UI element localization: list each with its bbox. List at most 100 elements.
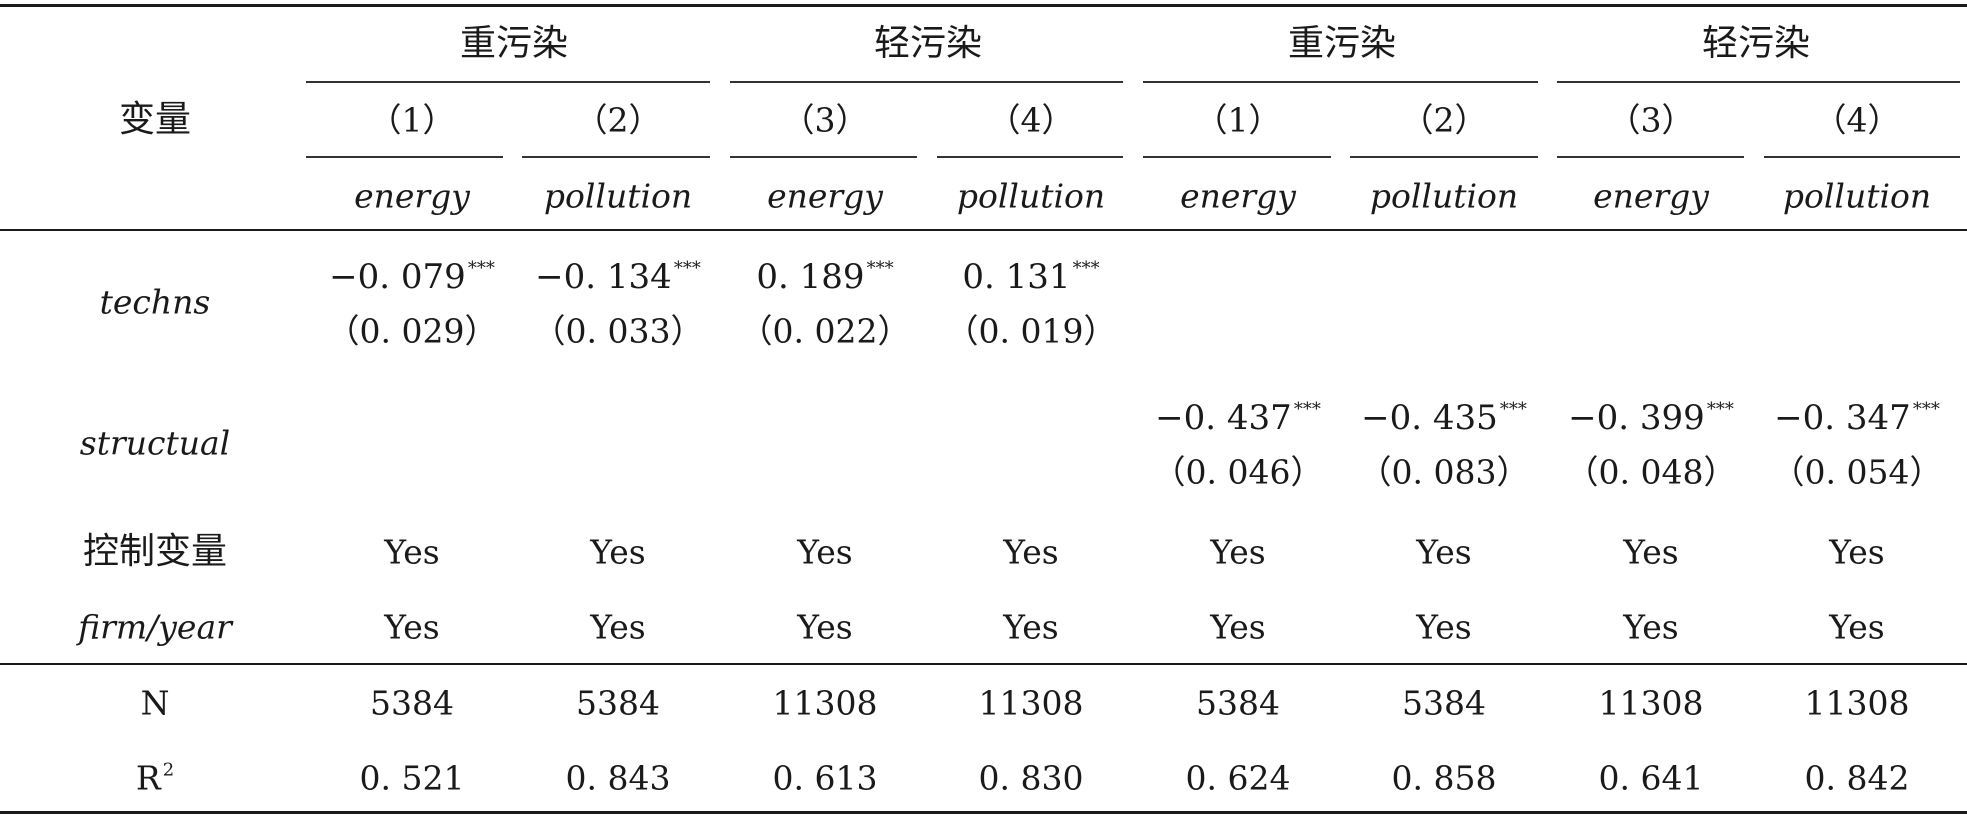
fixed-effects-cell: Yes [384,607,440,647]
column-underline [1350,156,1538,158]
column-underline [306,156,503,158]
row-label-structual: structual [79,423,231,463]
controls-cell: Yes [1003,532,1059,572]
group-header: 轻污染 [1701,23,1811,64]
r-squared-cell: 0. 641 [1598,758,1704,798]
controls-cell: Yes [1623,532,1679,572]
techns-coef-cell: −0. 134 *** [535,257,701,298]
column-underline [1557,156,1744,158]
group-underline [1143,81,1538,83]
dependent-variable: pollution [956,176,1106,216]
fixed-effects-cell: Yes [1829,607,1885,647]
n-cell: 5384 [576,683,660,723]
significance-stars: *** [673,257,701,279]
structual-coef-cell: −0. 437 *** [1155,398,1321,439]
structual-coef-cell: −0. 399 *** [1568,398,1734,439]
fixed-effects-cell: Yes [797,607,853,647]
dependent-variable: energy [354,176,470,216]
significance-stars: *** [1293,398,1321,420]
controls-cell: Yes [590,532,646,572]
header-bottom-rule [0,229,1967,231]
r-squared-cell: 0. 624 [1185,758,1291,798]
coef-value: −0. 435 [1361,398,1498,439]
coef-value: 0. 189 [756,257,865,298]
variable-header: 变量 [118,99,192,140]
dependent-variable: pollution [1782,176,1932,216]
fixed-effects-cell: Yes [590,607,646,647]
group-header: 重污染 [459,23,569,64]
column-number: （3） [781,100,869,140]
dependent-variable: energy [1593,176,1709,216]
r-squared-cell: 0. 842 [1804,758,1910,798]
techns-coef-cell: −0. 079 *** [329,257,495,298]
techns-se-cell: （0. 019） [945,311,1117,351]
column-number: （4） [1813,100,1901,140]
n-cell: 5384 [1402,683,1486,723]
r-squared-cell: 0. 613 [772,758,878,798]
column-number: （2） [574,100,662,140]
significance-stars: *** [866,257,894,279]
column-number: （3） [1607,100,1695,140]
r-squared-cell: 0. 843 [565,758,671,798]
column-number: （1） [368,100,456,140]
dependent-variable: pollution [543,176,693,216]
column-underline [1764,156,1960,158]
structual-se-cell: （0. 046） [1152,452,1324,492]
coef-value: −0. 079 [329,257,466,298]
fixed-effects-cell: Yes [1210,607,1266,647]
group-header: 轻污染 [873,23,983,64]
n-cell: 5384 [370,683,454,723]
coef-value: −0. 437 [1155,398,1292,439]
column-underline [522,156,710,158]
r-squared-cell: 0. 521 [359,758,465,798]
techns-se-cell: （0. 029） [326,311,498,351]
r-squared-cell: 0. 830 [978,758,1084,798]
group-underline [1557,81,1960,83]
controls-cell: Yes [1416,532,1472,572]
coef-value: −0. 134 [535,257,672,298]
techns-se-cell: （0. 033） [532,311,704,351]
structual-coef-cell: −0. 435 *** [1361,398,1527,439]
structual-se-cell: （0. 083） [1358,452,1530,492]
n-cell: 11308 [1804,683,1910,723]
stats-separator-rule [0,663,1967,665]
column-number: （4） [987,100,1075,140]
row-label-fixed-effects: firm/year [78,607,232,647]
fixed-effects-cell: Yes [1623,607,1679,647]
fixed-effects-cell: Yes [1416,607,1472,647]
significance-stars: *** [1072,257,1100,279]
significance-stars: *** [1499,398,1527,420]
row-label-n: N [140,683,170,723]
techns-coef-cell: 0. 189 *** [756,257,894,298]
controls-cell: Yes [1829,532,1885,572]
dependent-variable: pollution [1369,176,1519,216]
group-underline [306,81,710,83]
coef-value: −0. 399 [1568,398,1705,439]
column-number: （2） [1400,100,1488,140]
group-underline [730,81,1123,83]
column-underline [730,156,917,158]
significance-stars: *** [467,257,495,279]
row-label-controls: 控制变量 [82,531,228,572]
column-underline [1143,156,1331,158]
fixed-effects-cell: Yes [1003,607,1059,647]
group-header: 重污染 [1287,23,1397,64]
row-label-techns: techns [99,282,211,322]
techns-coef-cell: 0. 131 *** [962,257,1100,298]
n-cell: 11308 [1598,683,1704,723]
controls-cell: Yes [1210,532,1266,572]
controls-cell: Yes [797,532,853,572]
n-cell: 5384 [1196,683,1280,723]
n-cell: 11308 [772,683,878,723]
structual-coef-cell: −0. 347 *** [1774,398,1940,435]
column-underline [937,156,1123,158]
dependent-variable: energy [1180,176,1296,216]
significance-stars: *** [1912,398,1940,420]
significance-stars: *** [1706,398,1734,420]
coef-value: 0. 131 [962,257,1071,298]
n-cell: 11308 [978,683,1084,723]
controls-cell: Yes [384,532,440,572]
bottom-rule [0,811,1967,814]
